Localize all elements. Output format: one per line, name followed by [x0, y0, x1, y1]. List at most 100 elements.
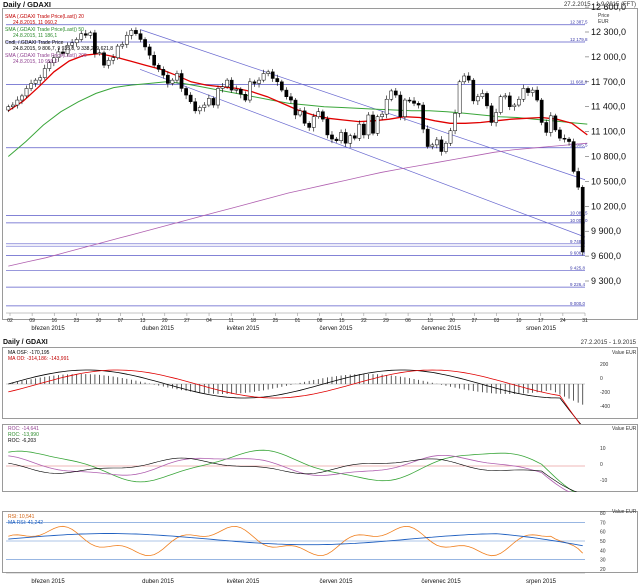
candle-body [448, 130, 453, 144]
y-tick-label: 9 600,0 [591, 251, 621, 261]
x-day-label: 29 [383, 318, 389, 324]
candle-body [152, 54, 157, 66]
roc-panel [2, 424, 638, 492]
candle-body [143, 39, 147, 48]
bottom-month-label: srpen 2015 [526, 579, 557, 585]
y-tick-label: 11 100,0 [591, 127, 625, 137]
candle-body [507, 95, 512, 107]
legend-roc-2: ROC: -13,990 [8, 432, 39, 438]
y-tick-label: 11 700,0 [591, 77, 625, 87]
y-tick-label: 10 500,0 [591, 176, 626, 186]
legend-rsi: RSI: 10,541 [8, 514, 35, 520]
x-day-label: 11 [229, 318, 234, 324]
candle-body [485, 93, 489, 107]
level-label: 12 179,8 [570, 37, 588, 42]
x-day-label: 09 [29, 318, 35, 324]
candle-body [289, 96, 293, 101]
macd-axis-label: Value EUR [612, 350, 637, 356]
rsi-y-label: 40 [600, 548, 606, 554]
candle-body [535, 89, 539, 101]
legend-macd-od: MA OD: -314,186: -143,991 [8, 356, 70, 362]
rsi-y-label: 60 [600, 530, 606, 536]
candle-body [156, 64, 161, 70]
x-day-label: 03 [494, 318, 500, 324]
candle-body [434, 139, 439, 146]
candle-body [375, 116, 380, 134]
time-axis: 02 09 16 23 30 07 13 20 27 04 11 18 25 01 08 15 22 29 06 13… [6, 312, 588, 330]
y-tick-label: 9 300,0 [591, 276, 621, 286]
x-day-label: 23 [74, 318, 80, 324]
x-day-label: 15 [339, 318, 345, 324]
candle-body [398, 94, 403, 117]
candle-body [407, 99, 412, 102]
candle-body [421, 104, 425, 130]
candle-body [29, 83, 33, 89]
candle-body [343, 132, 348, 144]
candle-body [202, 104, 207, 108]
level-label: 12 387,5 [570, 20, 588, 25]
candle-body [175, 73, 179, 81]
candle-body [134, 30, 138, 34]
candle-body [498, 96, 503, 113]
roc-y-label: 0 [600, 462, 603, 468]
roc-line-green [8, 449, 575, 492]
x-day-label: 10 [516, 318, 522, 324]
rsi-panel [2, 511, 638, 573]
rsi-y-label: 20 [600, 567, 606, 573]
candle-body [120, 44, 125, 47]
candle-body [234, 89, 239, 91]
candle-body [47, 62, 52, 69]
candle-body [362, 123, 366, 136]
candle-body [298, 110, 302, 116]
candle-body [348, 135, 353, 144]
x-month-label: srpen 2015 [526, 326, 557, 330]
x-day-label: 27 [472, 318, 478, 324]
roc-y-label: 10 [600, 446, 606, 452]
candles [6, 27, 585, 256]
price-chart: 12 387,5 12 179,8 11 668,8 10 905,5 10 089,5… [6, 2, 626, 330]
candle-body [270, 71, 275, 79]
level-label: 9 606,8 [570, 251, 586, 256]
candle-body [93, 32, 97, 54]
candle-body [266, 71, 270, 74]
candle-body [88, 32, 93, 36]
rsi-y-label: 80 [600, 511, 606, 517]
level-label: 9 425,8 [570, 266, 586, 271]
candle-body [42, 68, 47, 78]
candle-body [403, 99, 407, 117]
candle-body [161, 69, 166, 76]
x-day-label: 06 [405, 318, 411, 324]
candle-body [471, 79, 476, 102]
trend-lower [139, 69, 586, 238]
x-day-label: 25 [273, 318, 279, 324]
macd-panel [2, 347, 638, 419]
candle-body [339, 132, 343, 141]
legend-rsi-ma: MA RSI: 41,242 [8, 520, 44, 526]
legend-candles: Cndl, /.GDAXI Trade Price [5, 40, 64, 46]
candle-body [225, 79, 229, 88]
candle-body [24, 88, 29, 97]
candle-body [20, 95, 24, 101]
candle-body [334, 138, 339, 141]
candle-body [275, 78, 280, 83]
candle-body [10, 104, 15, 107]
candle-body [580, 186, 585, 253]
candle-body [179, 73, 184, 89]
candle-body [65, 45, 70, 54]
x-day-label: 22 [361, 318, 367, 324]
candle-body [321, 111, 325, 120]
rsi-line [8, 525, 583, 557]
candle-body [325, 118, 330, 136]
candle-body [521, 88, 526, 100]
trend-channel [6, 29, 586, 247]
legend-sma50: SMA (.GDAXI Trade Price(Last)) 50 [5, 27, 84, 33]
candle-body [243, 94, 248, 101]
level-label: 9 226,4 [570, 282, 586, 287]
legend-roc-3: ROC: -6,203 [8, 438, 37, 444]
x-day-label: 13 [140, 318, 146, 324]
candle-body [261, 73, 266, 81]
candle-body [380, 113, 384, 117]
price-axis: 12 600,0 12 300,0 12 000,0 11 700,0 11 400,0… [585, 2, 626, 286]
x-day-label: 30 [96, 318, 102, 324]
macd-chart: 200 0 -200 -400 Value EUR [6, 350, 637, 424]
